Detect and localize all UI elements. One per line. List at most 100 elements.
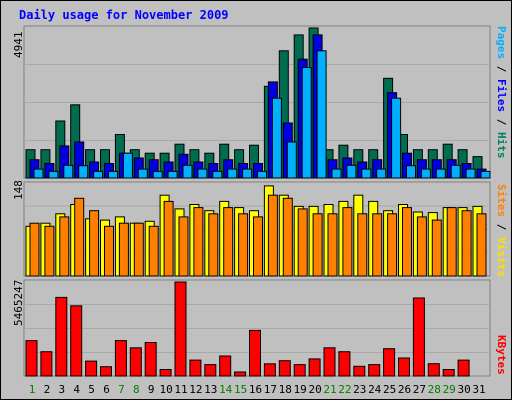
bar-kbytes-28 — [427, 363, 440, 377]
x-tick-14: 14 — [219, 383, 233, 396]
bar-kbytes-2 — [40, 351, 53, 377]
bar-pages-4 — [78, 165, 89, 179]
bar-sites-9 — [148, 225, 159, 277]
bar-sites-17 — [267, 194, 278, 277]
bar-pages-9 — [152, 170, 163, 179]
x-tick-27: 27 — [412, 383, 427, 396]
x-tick-6: 6 — [103, 383, 110, 396]
bar-sites-30 — [461, 210, 472, 277]
x-tick-24: 24 — [368, 383, 382, 396]
bar-kbytes-11 — [174, 281, 187, 377]
x-tick-12: 12 — [189, 383, 203, 396]
x-tick-23: 23 — [353, 383, 367, 396]
bar-sites-20 — [312, 213, 323, 277]
x-tick-18: 18 — [278, 383, 292, 396]
x-tick-19: 19 — [293, 383, 307, 396]
x-tick-2: 2 — [43, 383, 51, 396]
bar-sites-2 — [44, 225, 55, 277]
bar-pages-12 — [197, 168, 208, 179]
bar-pages-17 — [271, 97, 282, 179]
bar-sites-7 — [118, 222, 129, 277]
bar-pages-13 — [212, 170, 223, 179]
bar-sites-15 — [238, 213, 249, 277]
bar-pages-27 — [420, 168, 431, 179]
x-tick-21: 21 — [323, 383, 337, 396]
bar-sites-1 — [29, 222, 40, 277]
bar-sites-13 — [208, 213, 219, 277]
bar-sites-8 — [133, 222, 144, 277]
bar-kbytes-30 — [457, 359, 470, 377]
bar-kbytes-3 — [55, 296, 68, 377]
bar-sites-14 — [223, 207, 234, 277]
bar-kbytes-7 — [114, 340, 127, 377]
bar-pages-15 — [242, 168, 253, 179]
bar-sites-11 — [178, 216, 189, 277]
bar-sites-21 — [327, 213, 338, 277]
bar-sites-23 — [357, 213, 368, 277]
bar-kbytes-8 — [129, 347, 142, 377]
bar-kbytes-24 — [368, 364, 381, 377]
bar-kbytes-22 — [338, 351, 351, 377]
bar-pages-16 — [257, 170, 267, 179]
bar-pages-23 — [361, 168, 372, 179]
bar-kbytes-9 — [144, 342, 157, 377]
bar-sites-16 — [253, 216, 263, 277]
bar-pages-2 — [48, 170, 59, 179]
bar-sites-12 — [193, 207, 204, 277]
bar-pages-21 — [331, 168, 342, 179]
bar-kbytes-6 — [100, 366, 112, 377]
bar-pages-3 — [63, 164, 74, 179]
bar-pages-19 — [301, 67, 312, 179]
chart-title: Daily usage for November 2009 — [19, 8, 229, 22]
bar-sites-4 — [74, 197, 85, 277]
bar-pages-6 — [108, 170, 118, 179]
bar-kbytes-26 — [398, 357, 410, 377]
x-tick-30: 30 — [457, 383, 471, 396]
bar-kbytes-13 — [204, 364, 217, 377]
bar-kbytes-18 — [278, 360, 291, 377]
bar-kbytes-15 — [234, 371, 247, 377]
x-tick-28: 28 — [427, 383, 441, 396]
bar-sites-19 — [297, 208, 308, 277]
bar-pages-18 — [286, 141, 297, 179]
bar-sites-27 — [416, 216, 427, 277]
bar-pages-20 — [316, 50, 327, 179]
x-tick-15: 15 — [233, 383, 248, 396]
bar-kbytes-12 — [189, 359, 202, 377]
bar-sites-31 — [476, 213, 487, 277]
x-tick-8: 8 — [132, 383, 140, 396]
x-tick-7: 7 — [118, 383, 125, 396]
bar-pages-29 — [450, 164, 461, 179]
bar-sites-28 — [431, 219, 442, 277]
x-tick-1: 1 — [28, 383, 36, 396]
x-tick-5: 5 — [88, 383, 95, 396]
x-tick-31: 31 — [472, 383, 486, 396]
bar-kbytes-10 — [159, 369, 172, 377]
bar-kbytes-20 — [308, 358, 321, 377]
bar-pages-5 — [93, 170, 104, 179]
bar-pages-28 — [435, 168, 446, 179]
bar-pages-7 — [122, 152, 133, 179]
x-tick-16: 16 — [248, 383, 263, 396]
bar-kbytes-21 — [323, 347, 336, 377]
bar-pages-25 — [391, 97, 402, 179]
bar-sites-3 — [59, 216, 70, 277]
bar-sites-29 — [446, 207, 457, 277]
bar-pages-24 — [376, 168, 387, 179]
bar-kbytes-14 — [219, 355, 232, 377]
x-tick-11: 11 — [174, 383, 188, 396]
bar-kbytes-17 — [263, 363, 276, 377]
x-tick-29: 29 — [442, 383, 456, 396]
bar-pages-11 — [182, 164, 193, 179]
x-tick-26: 26 — [397, 383, 412, 396]
bar-sites-6 — [104, 225, 114, 277]
bar-kbytes-19 — [293, 364, 306, 377]
x-tick-17: 17 — [263, 383, 278, 396]
x-tick-20: 20 — [308, 383, 322, 396]
bar-kbytes-16 — [249, 329, 261, 377]
x-tick-13: 13 — [204, 383, 218, 396]
bar-sites-5 — [89, 210, 100, 277]
bar-pages-1 — [33, 168, 44, 179]
bar-pages-14 — [227, 168, 238, 179]
